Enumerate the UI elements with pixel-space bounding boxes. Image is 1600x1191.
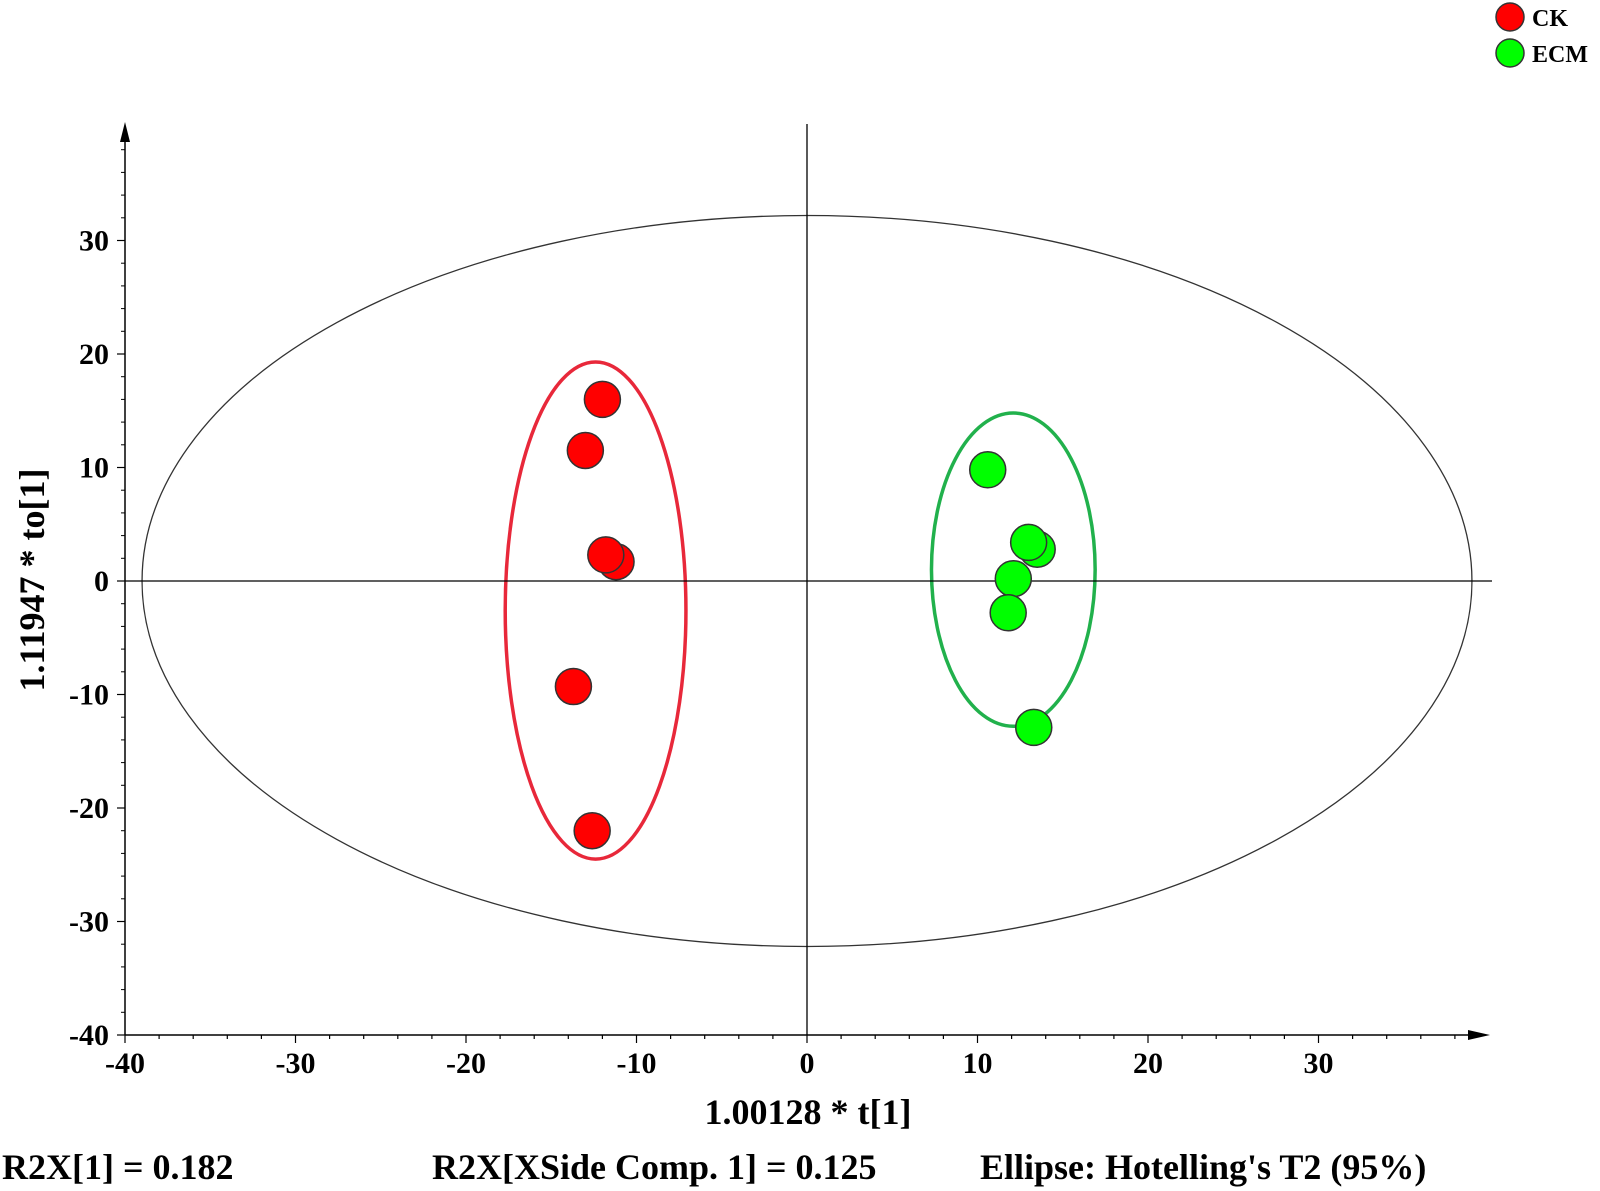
point-ecm — [994, 559, 1033, 598]
group-ellipse-ecm — [929, 411, 1097, 729]
r2x-side-label: R2X[XSide Comp. 1] = 0.125 — [432, 1147, 877, 1187]
group-ellipse-ck — [503, 360, 688, 861]
point-ecm — [1009, 523, 1048, 562]
y-tick-label: 0 — [94, 565, 109, 598]
point-ck — [566, 431, 605, 470]
x-axis-arrow — [1468, 1030, 1490, 1040]
text-layer: 1.00128 * t[1] 1.11947 * to[1] R2X[1] = … — [2, 469, 1426, 1187]
y-axis-title: 1.11947 * to[1] — [12, 469, 52, 692]
y-tick-label: -30 — [69, 906, 109, 939]
point-ecm — [989, 594, 1027, 632]
point-ck — [573, 811, 611, 850]
x-axis-title: 1.00128 * t[1] — [705, 1092, 912, 1132]
y-tick-label: 30 — [79, 225, 109, 258]
x-tick-label: 10 — [963, 1047, 993, 1080]
y-tick-label: 10 — [79, 452, 109, 485]
point-ck — [554, 667, 593, 706]
legend-label-ecm: ECM — [1532, 42, 1588, 68]
x-tick-label: -10 — [617, 1047, 657, 1080]
ellipse-note: Ellipse: Hotelling's T2 (95%) — [980, 1147, 1426, 1187]
point-ck — [583, 380, 622, 419]
x-tick-label: -30 — [276, 1047, 316, 1080]
y-tick-label: 20 — [79, 338, 109, 371]
axes-layer: -40 -30 -20 -10 0 10 20 30 -40 -30 -20 -10 0 10 20 30 — [69, 122, 1492, 1080]
x-tick-label: 0 — [800, 1047, 815, 1080]
x-tick-label: -20 — [446, 1047, 486, 1080]
x-tick-label: 20 — [1133, 1047, 1163, 1080]
point-ecm — [1015, 708, 1053, 747]
legend-label-ck: CK — [1532, 6, 1568, 32]
r2x-label: R2X[1] = 0.182 — [2, 1147, 234, 1187]
y-axis-arrow — [120, 122, 130, 142]
point-ck — [587, 536, 625, 574]
y-tick-label: -10 — [69, 679, 109, 712]
y-tick-label: -20 — [69, 792, 109, 825]
legend: CK ECM — [1495, 2, 1588, 68]
x-tick-label: -40 — [105, 1047, 145, 1080]
points-layer — [554, 380, 1056, 850]
y-tick-label: -40 — [69, 1019, 109, 1052]
point-ecm — [968, 451, 1007, 489]
x-tick-label: 30 — [1304, 1047, 1334, 1080]
legend-marker-ck — [1495, 2, 1525, 32]
legend-marker-ecm — [1495, 38, 1525, 68]
